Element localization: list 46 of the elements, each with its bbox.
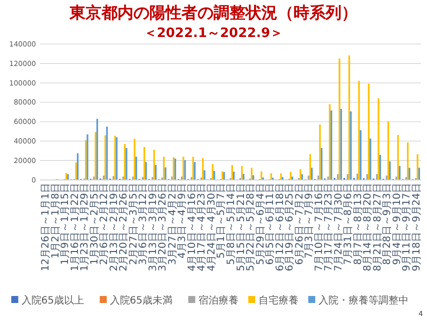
x-tick-label: 6月12日～6月18日 xyxy=(274,183,286,272)
x-tick-label: 1月30日～2月5日 xyxy=(89,183,100,265)
x-tick-label: 7月31日～8月6日 xyxy=(343,183,354,265)
x-tick-label: 8月7日～8月13日 xyxy=(352,183,364,265)
x-tick-label: 9月4日～9月10日 xyxy=(392,183,403,265)
x-tick-label: 6月26日～7月2日 xyxy=(294,183,306,265)
x-tick-label: 3月27日～4月2日 xyxy=(167,183,178,265)
x-tick-label: 8月14日～8月20日 xyxy=(362,183,374,272)
x-tick-label: 4月24日～4月30日 xyxy=(206,183,218,272)
x-tick-label: 12月26日～1月1日 xyxy=(40,183,52,272)
x-tick-label: 8月28日～9月3日 xyxy=(382,183,394,265)
x-tick-label: 1月23日～1月29日 xyxy=(80,183,91,272)
x-tick-label: 3月20日～3月26日 xyxy=(158,183,169,272)
legend-label: 宿泊療養 xyxy=(198,294,238,306)
x-tick-label: 7月17日～7月23日 xyxy=(324,183,335,272)
x-tick-label: 6月19日～6月25日 xyxy=(284,183,296,272)
legend-label: 入院65歳未満 xyxy=(110,294,172,306)
x-tick-label: 9月11日～9月17日 xyxy=(402,183,413,272)
chart-title: 東京都内の陽性者の調整状況（時系列） xyxy=(68,3,358,22)
x-tick-label: 7月24日～7月30日 xyxy=(333,183,344,272)
chart-subtitle: ＜2022.1～2022.9＞ xyxy=(144,26,284,41)
legend-label: 入院65歳以上 xyxy=(21,294,84,306)
x-tick-label: 1月2日～1月8日 xyxy=(50,183,62,258)
x-tick-label: 7月3日～7月9日 xyxy=(304,183,316,258)
x-tick-label: 3月6日～3月12日 xyxy=(138,183,150,265)
x-tick-label: 6月5日～6月11日 xyxy=(265,183,276,265)
x-tick-label: 2月13日～2月19日 xyxy=(108,183,120,272)
x-tick-label: 1月9日～1月15日 xyxy=(60,183,72,265)
x-tick-label: 3月13日～3月19日 xyxy=(148,183,159,272)
x-tick-label: 4月17日～4月23日 xyxy=(196,183,208,272)
x-tick-label: 2月20日～2月26日 xyxy=(118,183,130,272)
x-tick-label: 5月1日～5月7日 xyxy=(216,183,228,258)
x-tick-label: 5月8日～5月14日 xyxy=(226,183,237,265)
x-tick-label: 4月3日～4月9日 xyxy=(177,183,188,258)
x-tick-label: 7月10日～7月16日 xyxy=(314,183,325,272)
legend-label: 自宅療養 xyxy=(258,294,298,306)
x-tick-label: 1月16日～1月22日 xyxy=(70,183,81,272)
x-tick-label: 9月18日～9月24日 xyxy=(411,183,422,272)
x-tick-label: 4月10日～4月16日 xyxy=(186,183,198,272)
x-tick-label: 5月15日～5月21日 xyxy=(236,183,247,272)
x-tick-label: 8月21日～8月27日 xyxy=(372,183,384,272)
x-tick-label: 5月29日～6月4日 xyxy=(255,183,266,265)
x-tick-label: 2月27日～3月5日 xyxy=(128,183,140,265)
legend-label: 入院・療養等調整中 xyxy=(318,294,408,306)
x-tick-label: 2月6日～2月12日 xyxy=(99,183,110,265)
x-tick-label: 5月22日～5月28日 xyxy=(246,183,257,272)
